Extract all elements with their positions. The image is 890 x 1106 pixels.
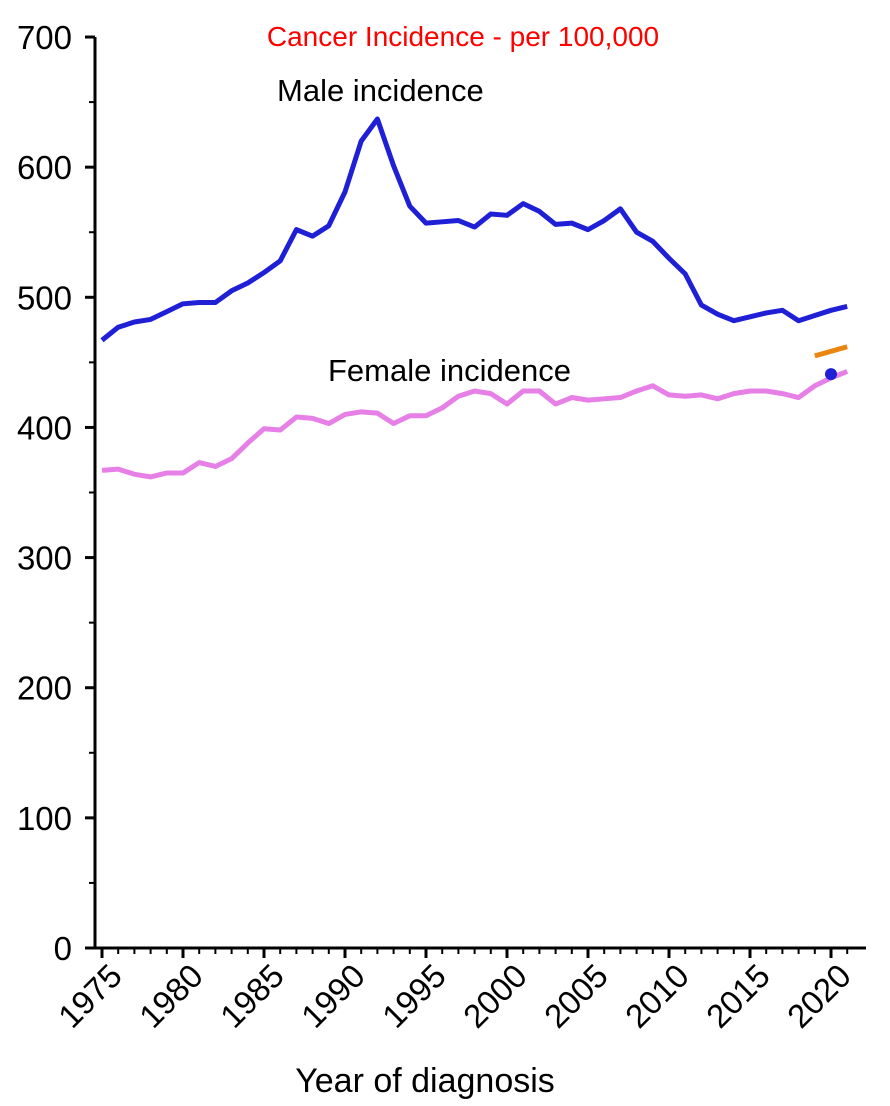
x-tick-label: 2010: [618, 957, 696, 1035]
axes: 0 100 200 300 400 500 600 700 1975 1980 1985 1990 19…: [17, 19, 866, 1035]
x-tick-label: 1995: [375, 957, 453, 1035]
x-tick-label: 1975: [51, 957, 129, 1035]
y-tick-label: 500: [17, 279, 72, 316]
y-tick-label: 0: [54, 930, 72, 967]
extra-point: [825, 368, 837, 381]
x-tick-label: 2020: [780, 957, 858, 1035]
x-axis-label: Year of diagnosis: [295, 1062, 555, 1100]
y-tick-label: 600: [17, 149, 72, 186]
y-tick-label: 200: [17, 670, 72, 707]
x-tick-label: 2005: [537, 957, 615, 1035]
x-tick-label: 1990: [294, 957, 372, 1035]
annotation-male: Male incidence: [277, 73, 484, 108]
y-tick-label: 700: [17, 19, 72, 56]
y-tick-label: 100: [17, 800, 72, 837]
y-tick-label: 300: [17, 540, 72, 577]
extra-segment: [814, 344, 848, 359]
annotation-female: Female incidence: [328, 353, 571, 388]
y-tick-label: 400: [17, 409, 72, 446]
series-line-male: [100, 116, 848, 343]
x-tick-label: 1985: [213, 957, 291, 1035]
chart-title: Cancer Incidence - per 100,000: [267, 21, 659, 52]
x-tick-label: 2015: [699, 957, 777, 1035]
x-tick-label: 1980: [132, 957, 210, 1035]
series-lines: [100, 116, 849, 480]
x-tick-label: 2000: [456, 957, 534, 1035]
